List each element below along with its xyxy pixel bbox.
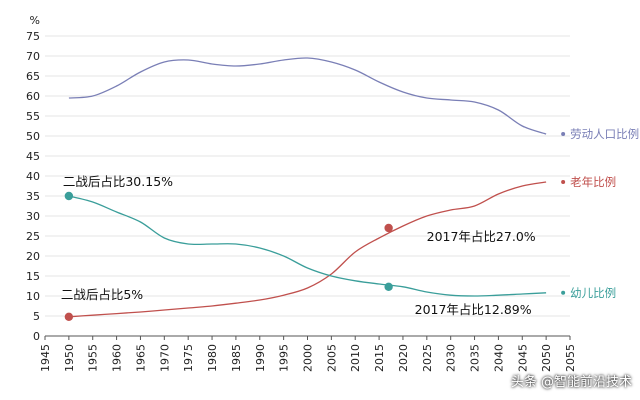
legend-label: 幼儿比例 — [570, 286, 616, 300]
y-tick-label: 20 — [26, 250, 40, 263]
series-line — [68, 181, 547, 318]
series-line — [68, 195, 547, 297]
annotation-label: 二战后占比30.15% — [63, 174, 173, 189]
annotation-label: 2017年占比27.0% — [427, 229, 536, 244]
y-tick-label: 60 — [26, 90, 40, 103]
legend-label: 老年比例 — [570, 175, 616, 189]
y-tick-label: 25 — [26, 230, 40, 243]
x-tick-label: 1945 — [39, 344, 52, 372]
x-tick-label: 1965 — [134, 344, 147, 372]
series-lines — [68, 57, 547, 318]
x-tick-label: 2020 — [397, 344, 410, 372]
y-tick-label: 30 — [26, 210, 40, 223]
x-tick-label: 1955 — [87, 344, 100, 372]
x-tick-label: 2035 — [469, 344, 482, 372]
y-tick-label: 70 — [26, 50, 40, 63]
x-tick-label: 1990 — [254, 344, 267, 372]
y-tick-label: 45 — [26, 150, 40, 163]
y-tick-label: 50 — [26, 130, 40, 143]
y-tick-label: 35 — [26, 190, 40, 203]
y-tick-label: 65 — [26, 70, 40, 83]
legend-dot — [561, 180, 566, 184]
x-tick-label: 2050 — [540, 344, 553, 372]
y-tick-label: 75 — [26, 30, 40, 43]
x-tick-label: 1975 — [182, 344, 195, 372]
annotation-label: 2017年占比12.89% — [415, 302, 532, 317]
x-tick-label: 1995 — [278, 344, 291, 372]
y-tick-label: 10 — [26, 290, 40, 303]
y-tick-label: 5 — [33, 310, 40, 323]
x-tick-label: 1950 — [63, 344, 76, 372]
annotation-label: 二战后占比5% — [61, 287, 143, 302]
data-point-marker — [384, 223, 393, 233]
x-tick-label: 2010 — [349, 344, 362, 372]
x-tick-label: 1970 — [158, 344, 171, 372]
x-tick-label: 2005 — [325, 344, 338, 372]
x-tick-label: 2000 — [302, 344, 315, 372]
y-tick-label: 0 — [33, 330, 40, 343]
x-tick-label: 1960 — [111, 344, 124, 372]
y-tick-label: 40 — [26, 170, 40, 183]
x-tick-label: 2025 — [421, 344, 434, 372]
x-tick-label: 2030 — [445, 344, 458, 372]
annotations: 二战后占比30.15% 二战后占比5% 2017年占比27.0% 2017年占比12.… — [61, 174, 536, 317]
markers — [64, 191, 393, 321]
x-tick-label: 1985 — [230, 344, 243, 372]
data-point-marker — [64, 312, 74, 321]
data-point-marker — [384, 282, 393, 291]
series-line — [68, 57, 547, 135]
watermark: 头条 @智能前沿技术 — [510, 375, 632, 390]
data-point-marker — [64, 191, 74, 201]
y-axis-unit: % — [30, 14, 40, 27]
y-tick-label: 55 — [26, 110, 40, 123]
legend-label: 劳动人口比例 — [570, 127, 639, 141]
x-tick-label: 2055 — [564, 344, 577, 372]
x-tick-label: 2040 — [492, 344, 505, 372]
x-tick-label: 2045 — [516, 344, 529, 372]
y-tick-label: 15 — [26, 270, 40, 283]
legend-dot — [561, 290, 566, 295]
grid — [45, 35, 570, 317]
x-tick-label: 2015 — [373, 344, 386, 372]
x-tick-label: 1980 — [206, 344, 219, 372]
legend-dot — [561, 132, 566, 136]
